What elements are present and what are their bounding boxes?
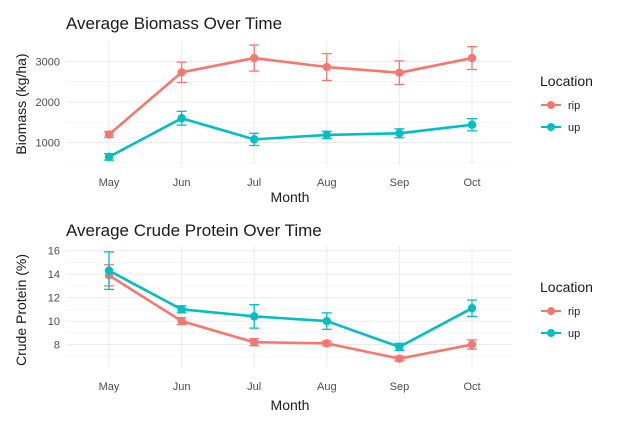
legend-label: up [568,328,580,340]
y-tick-label: 12 [48,293,60,305]
y-axis-title: Biomass (kg/ha) [13,53,29,154]
data-point [177,305,186,314]
chart-title: Average Biomass Over Time [66,14,282,33]
data-point [250,337,259,347]
legend-title: Location [540,279,593,295]
x-tick-label: Oct [463,177,480,189]
biomass-chart: Average Biomass Over Time 1000 2000 3000 M… [13,14,593,205]
x-tick-label: Jul [247,177,261,189]
data-point [395,342,404,352]
x-tick-label: Jun [173,381,191,393]
legend-key-point [547,307,555,315]
y-axis-title: Crude Protein (%) [13,254,29,366]
data-point [467,120,477,129]
y-tick-labels: 1000 2000 3000 [36,56,60,149]
y-tick-label: 14 [48,269,60,281]
legend-entry-rip: rip [541,306,580,318]
y-tick-label: 8 [54,340,60,352]
data-point [250,53,259,63]
y-tick-label: 2000 [36,97,60,109]
data-point [250,135,259,144]
x-tick-label: Sep [390,177,410,189]
data-point [467,53,477,63]
y-tick-label: 16 [48,246,60,258]
legend-key-point [547,101,555,109]
y-tick-label: 1000 [36,138,60,150]
data-point [467,303,477,313]
data-point [322,339,331,348]
series-line [108,269,473,349]
legend-entry-up: up [541,328,580,340]
legend: Location rip up [540,73,593,134]
y-tick-label: 10 [48,316,60,328]
x-tick-label: Oct [463,381,480,393]
x-tick-labels: May Jun Jul Aug Sep Oct [99,177,481,189]
legend-entry-rip: rip [541,100,580,112]
y-tick-label: 3000 [36,56,60,68]
data-point [177,114,186,123]
legend-key-point [547,123,555,131]
series-layer [104,251,477,363]
x-tick-label: May [99,381,120,393]
x-tick-label: Sep [390,381,410,393]
legend-label: rip [568,100,580,112]
x-tick-labels: May Jun Jul Aug Sep Oct [99,381,481,393]
data-point [104,266,114,275]
data-point [177,316,186,326]
series-rip [104,44,477,139]
data-point [395,68,404,77]
legend-label: up [568,122,580,134]
series-up [104,251,477,352]
data-point [322,316,331,326]
data-point [177,68,186,77]
x-tick-label: Aug [317,177,337,189]
data-point [395,129,404,138]
data-point [104,130,114,139]
series-up [104,110,477,162]
series-line [108,56,473,136]
crude-protein-chart: Average Crude Protein Over Time 8 10 12 14 1… [13,221,593,413]
chart-title: Average Crude Protein Over Time [66,221,322,240]
x-tick-label: Jun [173,177,191,189]
x-axis-title: Month [271,397,310,413]
data-point [322,130,331,140]
legend-key-point [547,329,555,337]
legend-title: Location [540,73,593,89]
data-point [322,62,331,72]
x-tick-label: Jul [247,381,261,393]
legend: Location rip up [540,279,593,340]
y-tick-labels: 8 10 12 14 16 [48,246,60,352]
data-point [104,152,114,162]
legend-label: rip [568,306,580,318]
series-layer [104,44,477,162]
x-axis-title: Month [271,189,310,205]
data-point [395,354,404,363]
data-point [250,312,259,321]
x-tick-label: May [99,177,120,189]
legend-entry-up: up [541,122,580,134]
series-line [108,274,473,360]
data-point [467,340,477,349]
series-line [108,116,473,159]
x-tick-label: Aug [317,381,337,393]
